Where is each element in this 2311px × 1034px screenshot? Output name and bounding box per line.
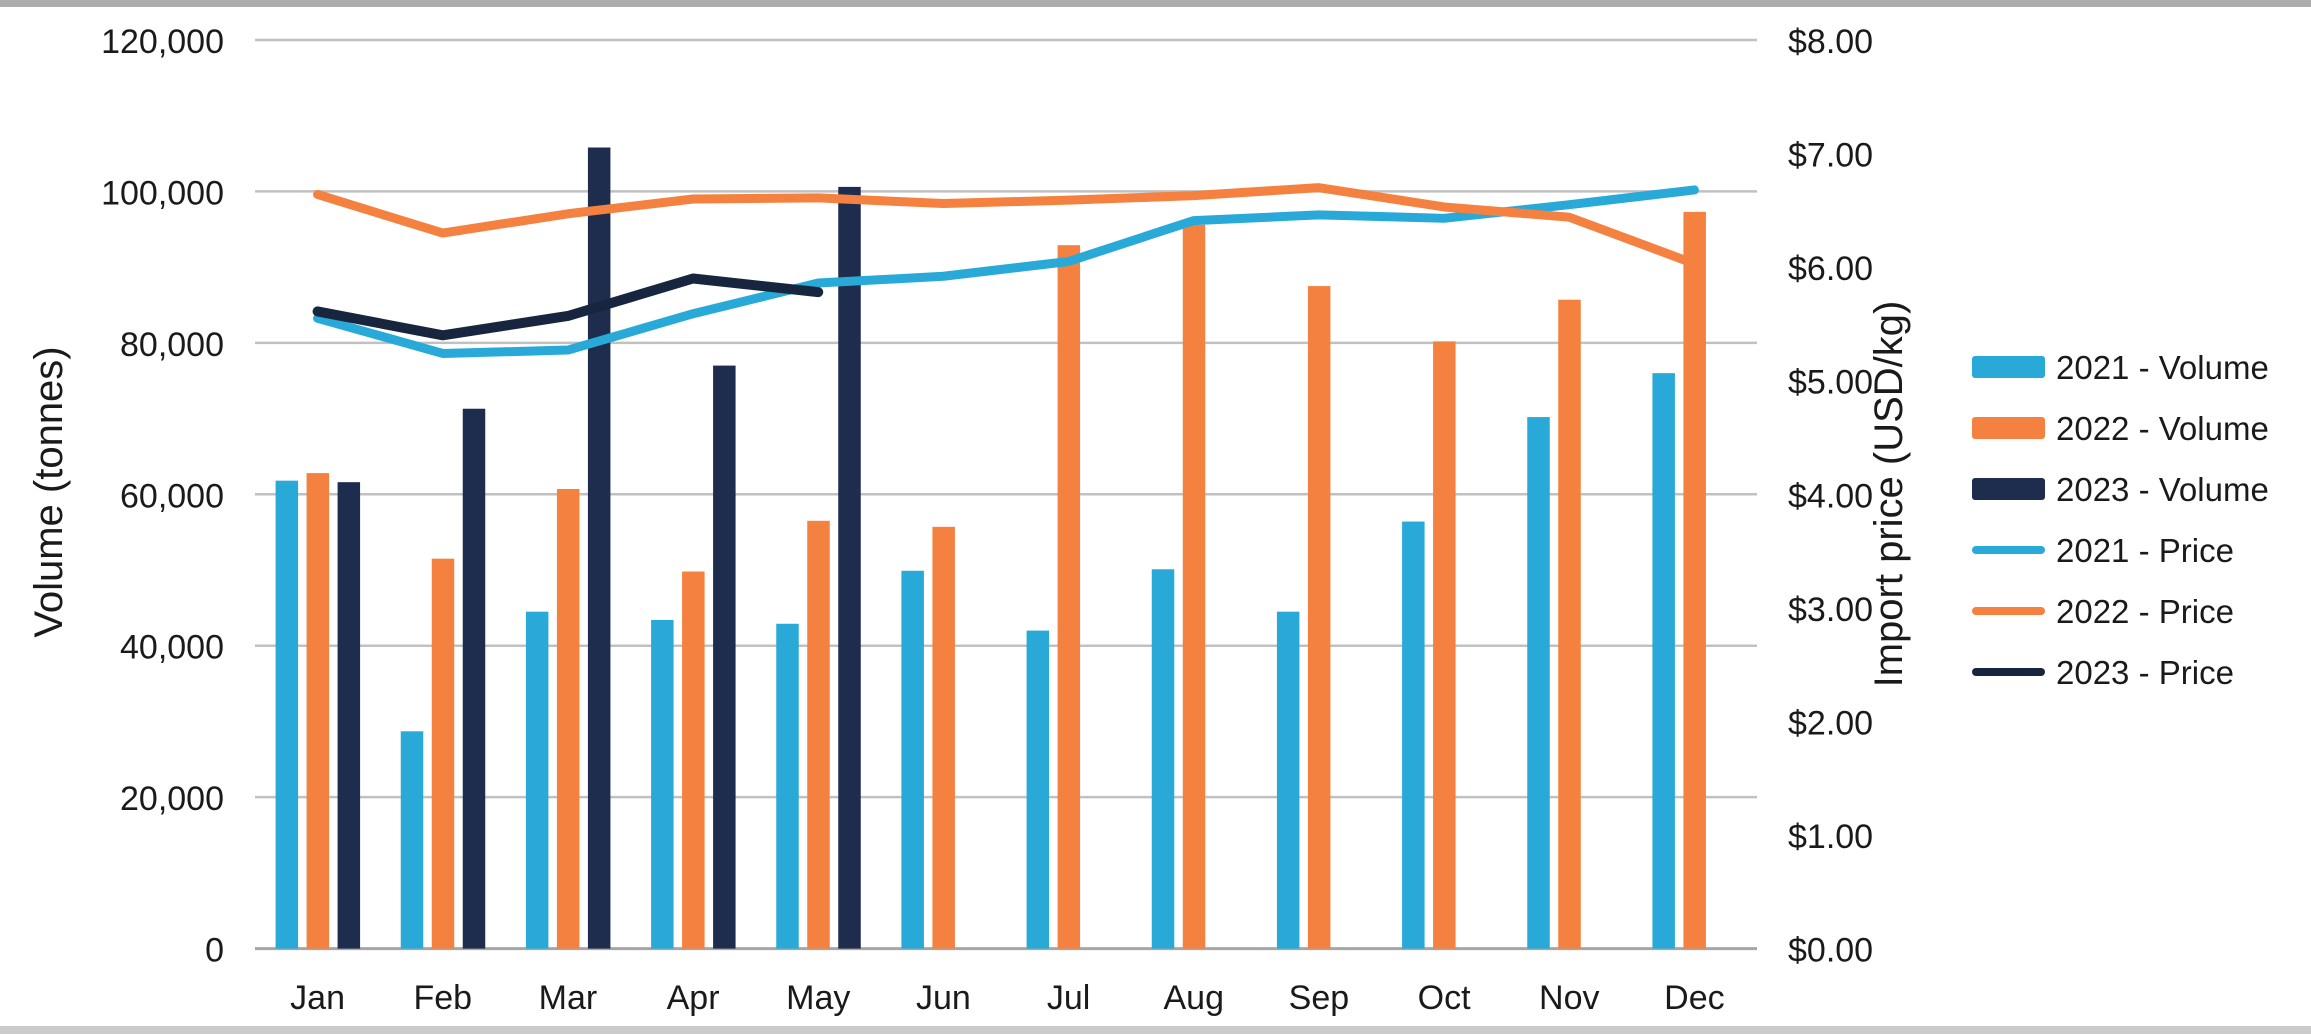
price-lines (312, 183, 1699, 358)
right-axis-tick-label: $5.00 (1788, 364, 1873, 402)
bar-2021-volume-jun (901, 570, 924, 949)
bar-2022-volume-jun (932, 526, 955, 949)
bar-2022-volume-nov (1558, 299, 1581, 949)
bar-2021-volume-oct (1402, 521, 1425, 949)
left-axis-tick-label: 60,000 (120, 477, 224, 515)
bar-2021-volume-mar (525, 611, 549, 949)
month-label: Dec (1664, 979, 1724, 1017)
right-axis-tick-label: $3.00 (1788, 591, 1873, 629)
legend-label-2022-volume: 2022 - Volume (2056, 410, 2269, 447)
bar-2022-volume-oct (1433, 341, 1456, 949)
month-label: Apr (667, 979, 720, 1017)
left-axis-tick-label: 100,000 (101, 174, 224, 212)
left-axis-tick-label: 20,000 (120, 780, 224, 818)
bar-2022-volume-aug (1182, 224, 1206, 949)
legend-label-2023-volume: 2023 - Volume (2056, 471, 2269, 508)
legend-swatch-2022-price (1972, 607, 2045, 615)
right-axis-tick-label: $4.00 (1788, 477, 1873, 515)
bar-2022-volume-may (807, 520, 830, 949)
bar-2023-volume-mar (587, 147, 611, 949)
right-axis-tick-label: $0.00 (1788, 932, 1873, 970)
legend-label-2021-volume: 2021 - Volume (2056, 349, 2269, 386)
bar-2021-volume-apr (651, 619, 674, 949)
right-axis-tick-label: $6.00 (1788, 250, 1873, 288)
page-top-border (0, 0, 2311, 7)
right-axis-tick-label: $7.00 (1788, 137, 1873, 175)
left-axis-tick-label: 80,000 (120, 326, 224, 364)
bar-2021-volume-sep (1276, 611, 1300, 949)
volume-bars (275, 147, 1706, 949)
month-label: Aug (1164, 979, 1225, 1017)
right-axis-tick-labels: $0.00 $1.00 $2.00 $3.00 $4.00 $5.00 $6.00 $7.00… (1788, 23, 1873, 970)
bar-2022-volume-feb (431, 558, 455, 949)
right-axis-title: Import price (USD/kg) (1867, 301, 1911, 688)
bar-2023-volume-may (838, 186, 861, 949)
left-axis-tick-labels: 0 20,000 40,000 60,000 80,000 100,000 120,000 (101, 23, 224, 970)
month-label: Mar (539, 979, 598, 1017)
month-label: Jan (290, 979, 345, 1017)
bar-2021-volume-jan (275, 480, 299, 949)
bar-2021-volume-dec (1652, 373, 1675, 949)
legend: 2021 - Volume 2022 - Volume 2023 - Volume 2… (1972, 349, 2269, 691)
legend-swatch-2021-volume (1972, 356, 2045, 378)
bar-2022-volume-dec (1683, 211, 1706, 949)
month-label: Sep (1289, 979, 1350, 1017)
month-label: Oct (1418, 979, 1471, 1017)
bar-2021-volume-jul (1026, 630, 1050, 949)
legend-swatch-2023-price (1972, 668, 2045, 676)
page-bottom-border (0, 1026, 2311, 1034)
month-label: Nov (1539, 979, 1599, 1017)
bar-2022-volume-jul (1057, 245, 1081, 949)
legend-swatch-2023-volume (1972, 478, 2045, 500)
legend-swatch-2021-price (1972, 546, 2045, 554)
gridlines (255, 38, 1757, 951)
legend-label-2022-price: 2022 - Price (2056, 593, 2234, 630)
left-axis-tick-label: 0 (205, 932, 224, 970)
right-axis-tick-label: $1.00 (1788, 818, 1873, 856)
bar-2021-volume-may (776, 623, 799, 949)
legend-label-2023-price: 2023 - Price (2056, 654, 2234, 691)
bar-2023-volume-feb (462, 408, 486, 949)
bar-2022-volume-sep (1307, 286, 1331, 949)
left-axis-tick-label: 120,000 (101, 23, 224, 61)
bar-2021-volume-nov (1527, 417, 1550, 949)
bar-2021-volume-feb (400, 731, 424, 949)
month-label: May (786, 979, 850, 1017)
month-label: Jun (916, 979, 971, 1017)
right-axis-tick-label: $8.00 (1788, 23, 1873, 61)
legend-label-2021-price: 2021 - Price (2056, 532, 2234, 569)
month-label: Jul (1047, 979, 1090, 1017)
month-label: Feb (413, 979, 472, 1017)
bar-2021-volume-aug (1151, 569, 1175, 949)
legend-swatch-2022-volume (1972, 417, 2045, 439)
bar-2022-volume-jan (306, 473, 330, 949)
right-axis-tick-label: $2.00 (1788, 704, 1873, 742)
line-2023-price (312, 273, 824, 341)
bar-2022-volume-mar (556, 488, 580, 949)
line-2021-price (313, 185, 1699, 358)
bar-2022-volume-apr (682, 571, 705, 949)
left-axis-tick-label: 40,000 (120, 629, 224, 667)
line-2022-price (313, 183, 1699, 269)
bar-2023-volume-apr (713, 365, 736, 949)
bar-2023-volume-jan (337, 482, 361, 949)
month-labels: Jan Feb Mar Apr May Jun Jul Aug Sep Oct Nov Dec (290, 979, 1724, 1017)
left-axis-title: Volume (tonnes) (27, 346, 71, 637)
